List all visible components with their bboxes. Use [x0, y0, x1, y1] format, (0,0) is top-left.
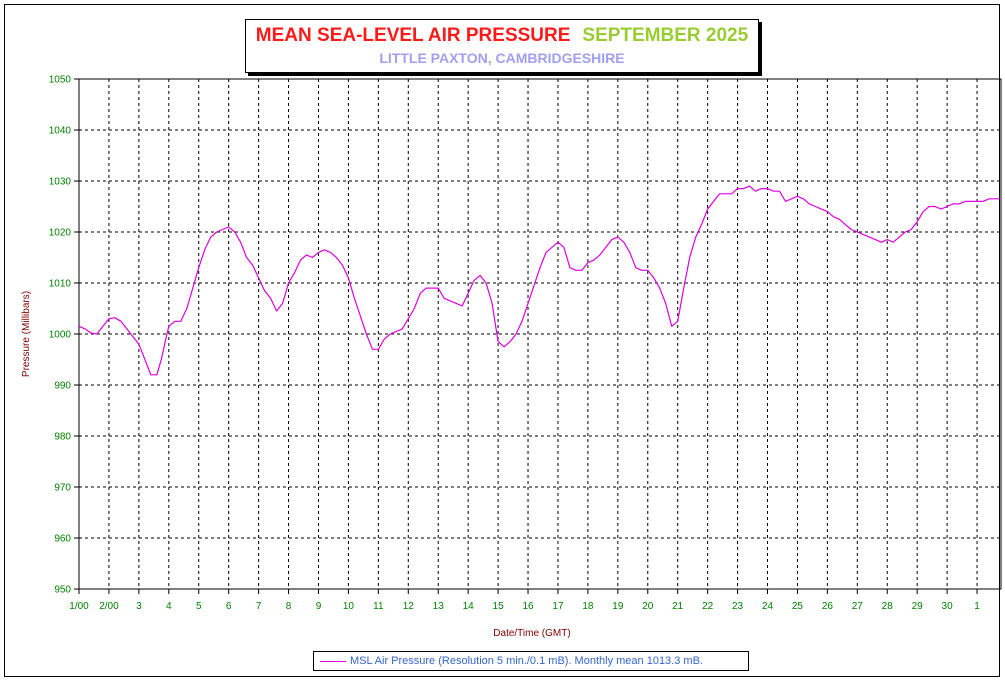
x-axis-label: Date/Time (GMT) [493, 628, 570, 639]
x-tick-label: 21 [672, 601, 684, 612]
x-tick-label: 12 [403, 601, 415, 612]
title-line: MEAN SEA-LEVEL AIR PRESSURE SEPTEMBER 202… [246, 25, 758, 47]
chart-frame [4, 4, 1000, 677]
x-tick-label: 25 [792, 601, 804, 612]
x-tick-label: 26 [822, 601, 834, 612]
y-tick-label: 960 [54, 534, 71, 545]
chart-month: SEPTEMBER 2025 [582, 25, 749, 46]
series-group [78, 185, 1000, 376]
x-tick-label: 4 [166, 601, 172, 612]
x-tick-label: 29 [912, 601, 924, 612]
x-tick-label: 24 [762, 601, 774, 612]
y-tick-label: 980 [54, 432, 71, 443]
x-tick-label: 22 [702, 601, 714, 612]
series-line [78, 185, 1000, 376]
x-tick-label: 15 [493, 601, 505, 612]
x-tick-label: 27 [852, 601, 864, 612]
x-tick-label: 9 [316, 601, 322, 612]
y-tick-label: 950 [54, 585, 71, 596]
x-tick-label: 17 [552, 601, 564, 612]
plot-border [78, 78, 1002, 590]
x-tick-label: 8 [286, 601, 292, 612]
y-tick-labels: 1050 1040 1030 1020 1010 1000 990 980 970 960 950 [49, 75, 72, 596]
y-tick-label: 1000 [49, 330, 72, 341]
y-axis-label: Pressure (Millibars) [21, 291, 32, 377]
x-tick-label: 30 [942, 601, 954, 612]
legend-label: MSL Air Pressure (Resolution 5 min./0.1 … [350, 655, 703, 667]
x-tick-label: 10 [343, 601, 355, 612]
x-tick-label: 1/00 [69, 601, 89, 612]
x-tick-label: 11 [373, 601, 384, 612]
y-tick-label: 1010 [49, 279, 72, 290]
y-tick-label: 990 [54, 381, 71, 392]
x-tick-label: 6 [226, 601, 232, 612]
x-tick-label: 3 [136, 601, 142, 612]
x-tick-label: 20 [642, 601, 654, 612]
x-tick-label: 1 [974, 601, 980, 612]
x-tick-label: 14 [463, 601, 475, 612]
chart-title: MEAN SEA-LEVEL AIR PRESSURE [255, 25, 571, 46]
axes [74, 78, 1002, 594]
x-tick-label: 28 [882, 601, 894, 612]
x-tick-labels: 1/00 2/00 3 4 5 6 7 8 9 10 11 12 13 14 15 16 17 18 19 20 21 2… [69, 601, 980, 612]
x-tick-label: 23 [732, 601, 744, 612]
legend: MSL Air Pressure (Resolution 5 min./0.1 … [313, 651, 749, 671]
y-tick-label: 970 [54, 483, 71, 494]
x-tick-label: 19 [612, 601, 624, 612]
y-tick-label: 1030 [49, 177, 72, 188]
title-box: MEAN SEA-LEVEL AIR PRESSURE SEPTEMBER 202… [245, 19, 759, 73]
y-tick-label: 1050 [49, 75, 72, 86]
x-tick-label: 2/00 [99, 601, 119, 612]
chart-subtitle: LITTLE PAXTON, CAMBRIDGESHIRE [379, 50, 625, 66]
y-tick-label: 1020 [49, 228, 72, 239]
x-tick-label: 5 [196, 601, 202, 612]
grid [79, 78, 1001, 589]
x-tick-label: 13 [433, 601, 445, 612]
x-tick-label: 18 [582, 601, 594, 612]
legend-swatch [320, 661, 346, 662]
y-tick-label: 1040 [49, 126, 72, 137]
x-tick-label: 16 [522, 601, 534, 612]
x-tick-label: 7 [256, 601, 262, 612]
